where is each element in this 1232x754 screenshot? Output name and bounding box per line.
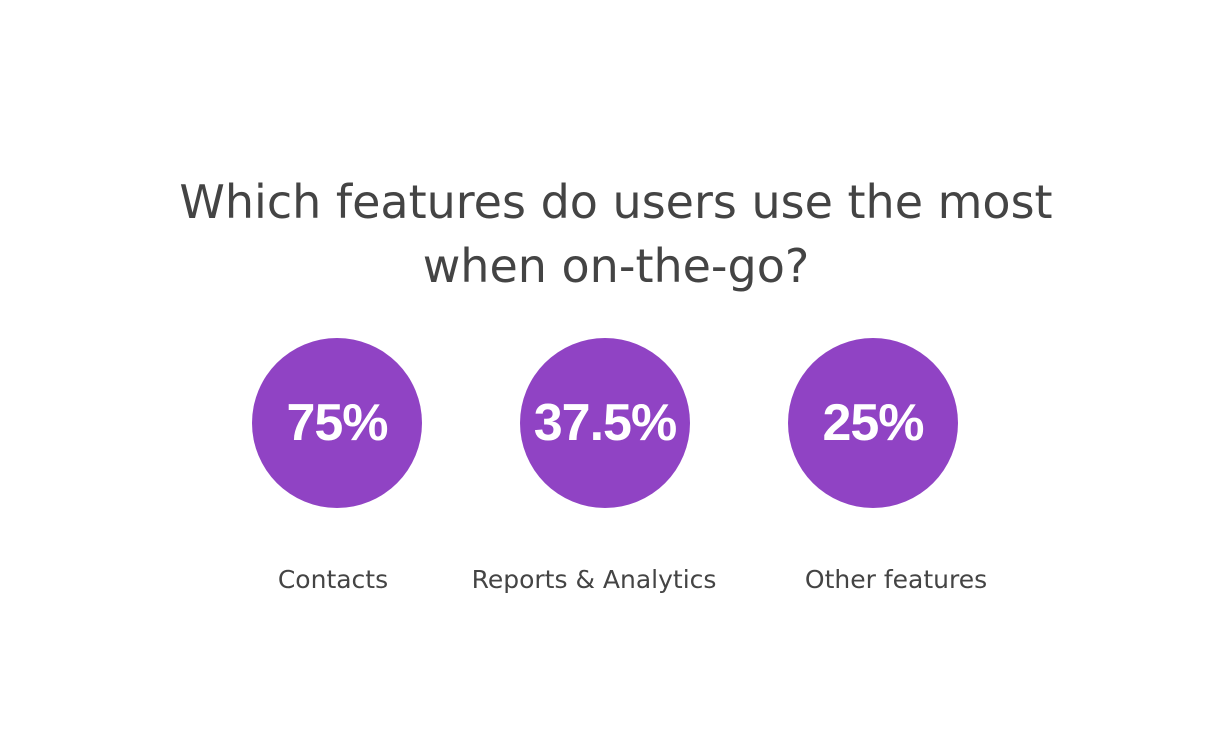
chart-title: Which features do users use the most whe… [116,170,1116,298]
stat-label-other-features: Other features [804,565,988,594]
stat-circle-contacts: 75% [252,338,422,508]
stat-circle-other-features: 25% [788,338,958,508]
stat-value-reports-analytics: 37.5% [533,394,677,452]
chart-title-line-2: when on-the-go? [422,239,810,293]
stat-value-other-features: 25% [822,394,924,452]
stat-circle-reports-analytics: 37.5% [520,338,690,508]
chart-title-line-1: Which features do users use the most [179,175,1053,229]
stat-label-reports-analytics: Reports & Analytics [471,565,717,594]
stat-label-contacts: Contacts [277,565,389,594]
stat-value-contacts: 75% [286,394,388,452]
